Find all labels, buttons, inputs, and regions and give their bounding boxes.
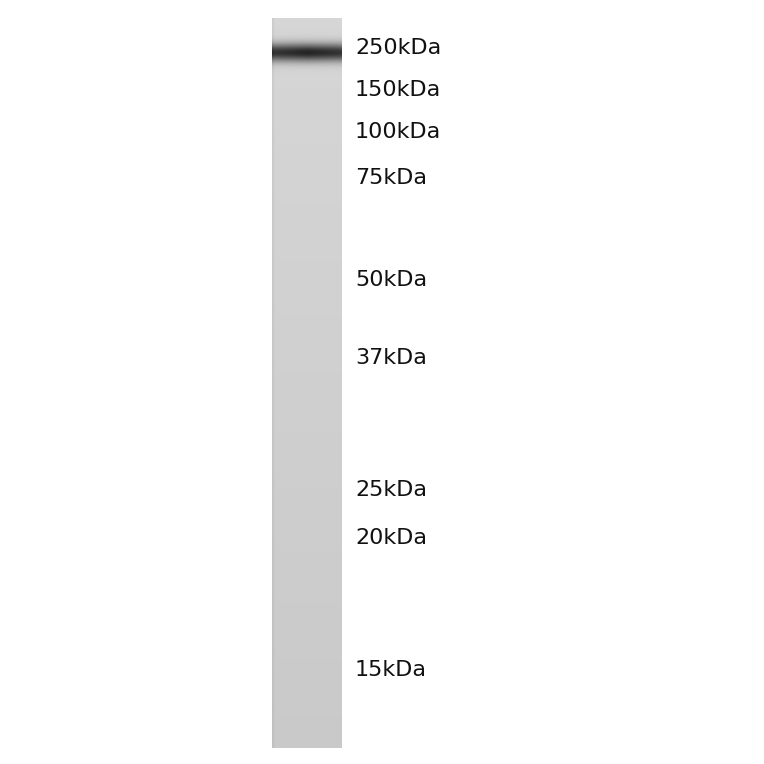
Text: 37kDa: 37kDa: [355, 348, 427, 368]
Text: 75kDa: 75kDa: [355, 168, 427, 188]
Text: 25kDa: 25kDa: [355, 480, 427, 500]
Text: 100kDa: 100kDa: [355, 122, 442, 142]
Text: 50kDa: 50kDa: [355, 270, 427, 290]
Text: 20kDa: 20kDa: [355, 528, 427, 548]
Text: 15kDa: 15kDa: [355, 660, 427, 680]
Text: 250kDa: 250kDa: [355, 38, 442, 58]
Text: 150kDa: 150kDa: [355, 80, 442, 100]
